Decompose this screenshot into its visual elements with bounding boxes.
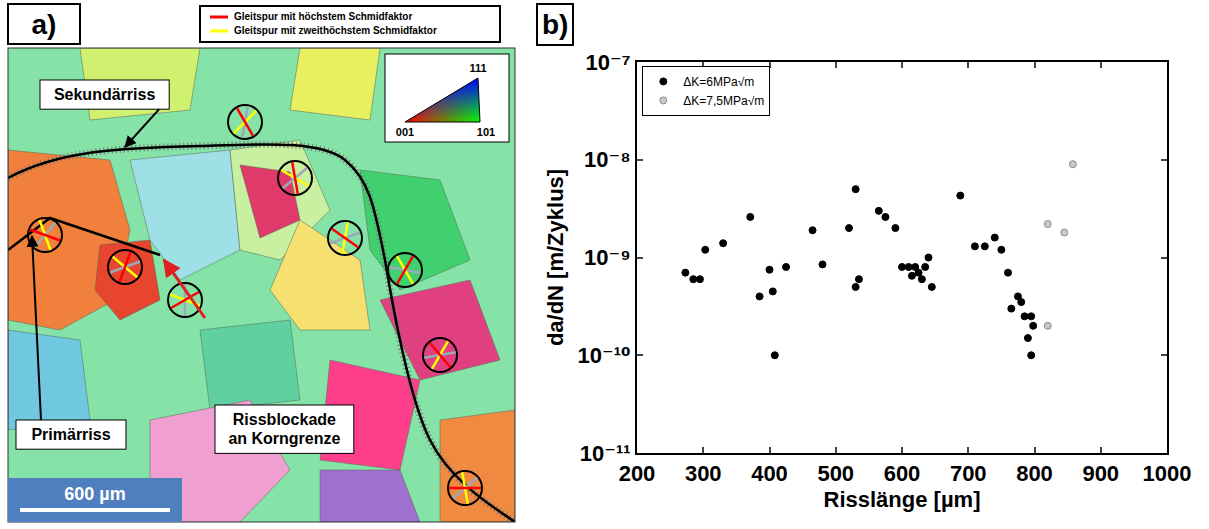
svg-text:Risslänge [µm]: Risslänge [µm]	[824, 487, 981, 512]
svg-text:1000: 1000	[1143, 461, 1192, 486]
svg-text:10⁻⁷: 10⁻⁷	[585, 50, 630, 75]
svg-text:200: 200	[619, 461, 656, 486]
svg-text:700: 700	[950, 461, 987, 486]
svg-text:300: 300	[685, 461, 722, 486]
svg-text:Gleitspur mit höchstem Schmidf: Gleitspur mit höchstem Schmidfaktor	[234, 11, 412, 22]
svg-text:600: 600	[884, 461, 921, 486]
svg-text:Gleitspur mit zweithöchstem Sc: Gleitspur mit zweithöchstem Schmidfaktor	[234, 25, 437, 36]
svg-text:ΔK=7,5MPa√m: ΔK=7,5MPa√m	[683, 94, 764, 108]
svg-text:900: 900	[1082, 461, 1119, 486]
svg-text:Rissblockade: Rissblockade	[233, 411, 336, 428]
svg-text:10⁻¹¹: 10⁻¹¹	[580, 441, 631, 466]
svg-text:500: 500	[817, 461, 854, 486]
svg-text:10⁻⁹: 10⁻⁹	[584, 245, 631, 270]
svg-text:b): b)	[542, 9, 568, 40]
svg-text:10⁻⁸: 10⁻⁸	[584, 147, 630, 172]
svg-text:Sekundärriss: Sekundärriss	[54, 86, 155, 103]
svg-text:800: 800	[1016, 461, 1053, 486]
svg-text:400: 400	[751, 461, 788, 486]
svg-text:a): a)	[32, 9, 57, 40]
svg-text:ΔK=6MPa√m: ΔK=6MPa√m	[683, 75, 754, 89]
svg-text:10⁻¹⁰: 10⁻¹⁰	[578, 343, 631, 368]
svg-text:001: 001	[396, 126, 414, 138]
svg-text:111: 111	[469, 62, 486, 74]
svg-text:an Korngrenze: an Korngrenze	[228, 430, 340, 447]
svg-text:101: 101	[477, 126, 495, 138]
svg-text:600 µm: 600 µm	[64, 484, 125, 504]
svg-text:da/dN [m/Zyklus]: da/dN [m/Zyklus]	[543, 169, 568, 346]
svg-text:Primärriss: Primärriss	[31, 426, 110, 443]
